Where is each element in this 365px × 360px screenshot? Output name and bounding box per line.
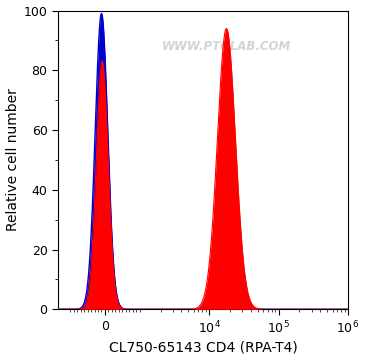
Y-axis label: Relative cell number: Relative cell number	[5, 89, 20, 231]
X-axis label: CL750-65143 CD4 (RPA-T4): CL750-65143 CD4 (RPA-T4)	[109, 341, 297, 355]
Text: WWW.PTGLAB.COM: WWW.PTGLAB.COM	[162, 40, 291, 53]
